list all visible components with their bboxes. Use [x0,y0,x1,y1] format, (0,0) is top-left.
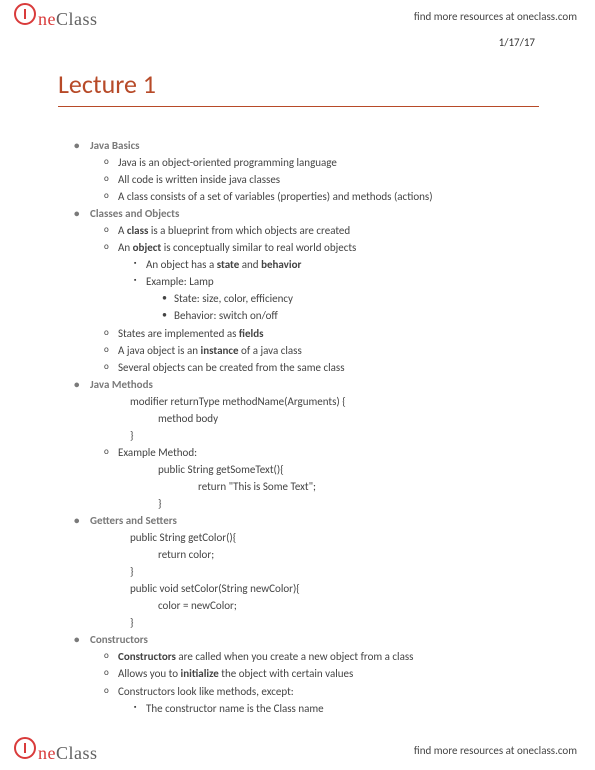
text: are called when you create a new object … [176,650,414,663]
code-line: modifier returnType methodName(Arguments… [58,393,539,410]
list-item: A java object is an instance of a java c… [58,342,539,359]
text-bold: behavior [261,258,301,271]
list-item: A class consists of a set of variables (… [58,188,539,205]
section-classes-objects: Classes and Objects [58,205,539,222]
list-item: Constructors are called when you create … [58,648,539,665]
list-item: Example Method: [58,444,539,461]
header-bar: ne Class find more resources at oneclass… [0,2,595,30]
list-item: State: size, color, efficiency [58,290,539,307]
code-line: return color; [58,546,539,563]
logo-o-icon [14,737,36,759]
text-bold: instance [201,344,239,357]
text: is conceptually similar to real world ob… [161,241,356,254]
text: Allows you to [118,667,181,680]
text-bold: class [127,224,149,237]
text-bold: state [217,258,240,271]
list-item: States are implemented as fields [58,325,539,342]
text: A java object is an [118,344,201,357]
list-item: The constructor name is the Class name [58,700,539,717]
logo-text-one: ne [38,743,56,764]
code-line: color = newColor; [58,597,539,614]
text: is a blueprint from which objects are cr… [148,224,350,237]
code-line: return "This is Some Text"; [58,478,539,495]
text: States are implemented as [118,327,239,340]
code-line: method body [58,410,539,427]
section-java-methods: Java Methods [58,376,539,393]
list-item: A class is a blueprint from which object… [58,222,539,239]
text: of a java class [239,344,302,357]
code-line: public String getSomeText(){ [58,461,539,478]
code-line: } [58,563,539,580]
list-item: Constructors look like methods, except: [58,683,539,700]
text: An [118,241,133,254]
text-bold: object [133,241,162,254]
list-item: Example: Lamp [58,273,539,290]
header-tagline: find more resources at oneclass.com [414,10,577,23]
section-getters-setters: Getters and Setters [58,512,539,529]
text: and [239,258,261,271]
text: A [118,224,127,237]
document-date: 1/17/17 [499,36,535,49]
code-line: public String getColor(){ [58,529,539,546]
list-item: Allows you to initialize the object with… [58,665,539,682]
code-line: } [58,495,539,512]
section-constructors: Constructors [58,631,539,648]
list-item: All code is written inside java classes [58,171,539,188]
brand-logo: ne Class [14,3,98,30]
text-bold: fields [239,327,264,340]
list-item: Behavior: switch on/off [58,307,539,324]
page-content: Lecture 1 Java Basics Java is an object-… [58,68,539,717]
list-item: Java is an object-oriented programming l… [58,154,539,171]
text: An object has a [146,258,217,271]
logo-text-one: ne [38,9,56,30]
logo-text-class: Class [56,9,98,30]
text-bold: Constructors [118,650,176,663]
logo-text-class: Class [56,743,98,764]
text: the object with certain values [219,667,353,680]
list-item: An object is conceptually similar to rea… [58,239,539,256]
code-line: } [58,614,539,631]
page-title: Lecture 1 [58,68,539,107]
code-line: public void setColor(String newColor){ [58,580,539,597]
logo-o-icon [14,3,36,25]
list-item: An object has a state and behavior [58,256,539,273]
footer-bar: ne Class find more resources at oneclass… [0,736,595,764]
section-java-basics: Java Basics [58,137,539,154]
code-line: } [58,427,539,444]
footer-tagline: find more resources at oneclass.com [414,744,577,757]
list-item: Several objects can be created from the … [58,359,539,376]
text-bold: initialize [181,667,219,680]
outline-list: Java Basics Java is an object-oriented p… [58,137,539,717]
brand-logo-footer: ne Class [14,737,98,764]
